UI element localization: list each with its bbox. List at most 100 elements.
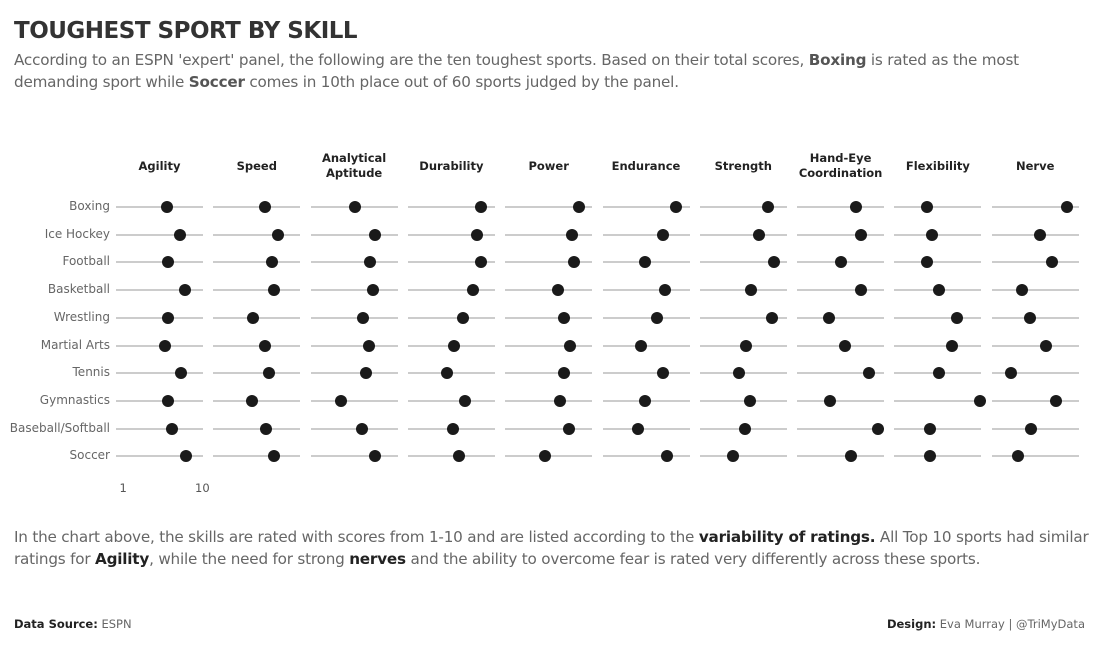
data-point[interactable] — [926, 228, 939, 241]
data-point[interactable] — [368, 450, 381, 463]
data-point[interactable] — [551, 284, 564, 297]
data-point[interactable] — [1004, 367, 1017, 380]
data-point[interactable] — [272, 228, 285, 241]
data-point[interactable] — [452, 450, 465, 463]
data-point[interactable] — [572, 201, 585, 213]
data-point[interactable] — [266, 256, 279, 269]
data-point[interactable] — [733, 367, 746, 380]
data-point[interactable] — [924, 422, 937, 435]
data-point[interactable] — [259, 339, 272, 352]
data-point[interactable] — [650, 311, 663, 324]
data-point[interactable] — [765, 311, 778, 324]
data-point[interactable] — [739, 422, 752, 435]
data-point[interactable] — [161, 311, 174, 324]
data-point[interactable] — [638, 256, 651, 269]
data-point[interactable] — [160, 201, 173, 213]
data-point[interactable] — [466, 284, 479, 297]
data-point[interactable] — [822, 311, 835, 324]
data-point[interactable] — [166, 422, 179, 435]
data-point[interactable] — [933, 367, 946, 380]
data-point[interactable] — [1049, 394, 1062, 407]
data-point[interactable] — [1015, 284, 1028, 297]
data-point[interactable] — [564, 339, 577, 352]
data-point[interactable] — [368, 228, 381, 241]
data-point[interactable] — [471, 228, 484, 241]
data-point[interactable] — [474, 201, 487, 213]
data-point[interactable] — [567, 256, 580, 269]
data-point[interactable] — [638, 394, 651, 407]
data-point[interactable] — [180, 450, 193, 463]
data-point[interactable] — [457, 311, 470, 324]
data-point[interactable] — [844, 450, 857, 463]
data-point[interactable] — [161, 394, 174, 407]
data-point[interactable] — [362, 339, 375, 352]
data-point[interactable] — [658, 284, 671, 297]
data-point[interactable] — [553, 394, 566, 407]
data-point[interactable] — [670, 201, 683, 213]
data-point[interactable] — [1061, 201, 1074, 213]
data-point[interactable] — [657, 367, 670, 380]
data-point[interactable] — [161, 256, 174, 269]
data-point[interactable] — [834, 256, 847, 269]
data-point[interactable] — [267, 450, 280, 463]
data-point[interactable] — [1012, 450, 1025, 463]
data-point[interactable] — [364, 256, 377, 269]
data-point[interactable] — [950, 311, 963, 324]
data-point[interactable] — [974, 394, 987, 407]
data-point[interactable] — [762, 201, 775, 213]
data-point[interactable] — [727, 450, 740, 463]
data-point[interactable] — [179, 284, 192, 297]
data-point[interactable] — [267, 284, 280, 297]
data-point[interactable] — [631, 422, 644, 435]
data-point[interactable] — [259, 201, 272, 213]
data-point[interactable] — [174, 228, 187, 241]
data-point[interactable] — [871, 422, 884, 435]
data-point[interactable] — [767, 256, 780, 269]
data-point[interactable] — [740, 339, 753, 352]
data-point[interactable] — [855, 284, 868, 297]
data-point[interactable] — [849, 201, 862, 213]
data-point[interactable] — [635, 339, 648, 352]
data-point[interactable] — [349, 201, 362, 213]
data-point[interactable] — [558, 367, 570, 380]
data-point[interactable] — [924, 450, 937, 463]
data-point[interactable] — [538, 450, 551, 463]
data-point[interactable] — [446, 422, 459, 435]
data-point[interactable] — [1033, 228, 1046, 241]
data-point[interactable] — [933, 284, 946, 297]
data-point[interactable] — [1046, 256, 1059, 269]
data-point[interactable] — [357, 311, 370, 324]
data-point[interactable] — [946, 339, 959, 352]
data-point[interactable] — [355, 422, 368, 435]
data-point[interactable] — [743, 394, 756, 407]
data-point[interactable] — [1025, 422, 1038, 435]
data-point[interactable] — [474, 256, 487, 269]
data-point[interactable] — [174, 367, 187, 380]
data-point[interactable] — [863, 367, 876, 380]
data-point[interactable] — [366, 284, 379, 297]
data-point[interactable] — [744, 284, 757, 297]
data-point[interactable] — [752, 228, 765, 241]
data-point[interactable] — [839, 339, 852, 352]
data-point[interactable] — [335, 394, 348, 407]
data-point[interactable] — [263, 367, 276, 380]
data-point[interactable] — [259, 422, 272, 435]
data-point[interactable] — [440, 367, 453, 380]
data-point[interactable] — [1040, 339, 1053, 352]
data-point[interactable] — [855, 228, 868, 241]
data-point[interactable] — [824, 394, 837, 407]
data-point[interactable] — [657, 228, 670, 241]
data-point[interactable] — [448, 339, 461, 352]
data-point[interactable] — [159, 339, 172, 352]
data-point[interactable] — [563, 422, 576, 435]
data-point[interactable] — [359, 367, 372, 380]
data-point[interactable] — [920, 201, 933, 213]
data-point[interactable] — [245, 394, 258, 407]
data-point[interactable] — [565, 228, 578, 241]
data-point[interactable] — [246, 311, 259, 324]
data-point[interactable] — [661, 450, 674, 463]
data-point[interactable] — [558, 311, 570, 324]
data-point[interactable] — [1024, 311, 1037, 324]
data-point[interactable] — [920, 256, 933, 269]
data-point[interactable] — [458, 394, 471, 407]
